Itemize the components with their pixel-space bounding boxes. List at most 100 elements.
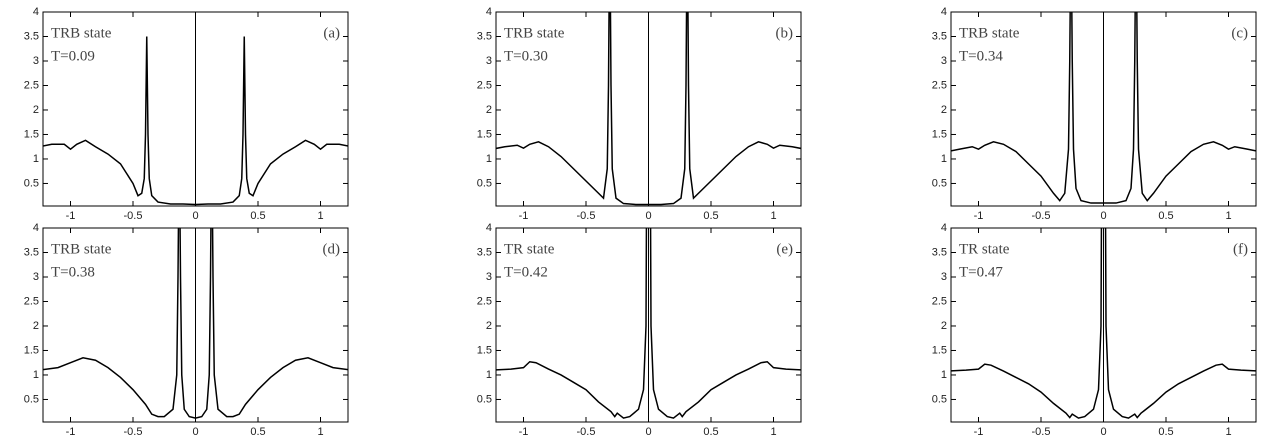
y-tick-label: 4 — [941, 6, 947, 18]
x-tick-label: 1 — [317, 426, 323, 438]
y-tick-label: 3 — [486, 55, 492, 67]
x-tick-label: 0.5 — [703, 426, 718, 438]
y-tick-label: 0.5 — [932, 393, 947, 405]
y-tick-label: 4 — [33, 222, 39, 234]
x-tick-label: 1 — [1225, 210, 1231, 222]
y-tick-label: 0.5 — [24, 177, 39, 189]
x-tick-label: 1 — [770, 426, 776, 438]
y-tick-label: 3 — [941, 271, 947, 283]
y-tick-label: 3.5 — [24, 30, 39, 42]
panel-label: (c) — [1231, 25, 1248, 41]
y-tick-label: 3 — [33, 271, 39, 283]
x-tick-label: 1 — [1225, 426, 1231, 438]
x-tick-label: -0.5 — [577, 210, 596, 222]
y-tick-label: 1.5 — [24, 128, 39, 140]
panel-label: (d) — [323, 241, 341, 257]
x-tick-label: -0.5 — [1032, 210, 1051, 222]
panel-label: (e) — [776, 241, 793, 257]
panel: 0.5 1 1.5 2 2.5 3 3.5 4 -1 -0.5 0 0.5 1 TRB state T=0.… — [24, 6, 349, 222]
y-tick-label: 1 — [941, 153, 947, 165]
y-tick-label: 1.5 — [932, 344, 947, 356]
x-tick-label: -0.5 — [124, 210, 143, 222]
y-tick-label: 1.5 — [477, 344, 492, 356]
annotation: TR state — [504, 241, 555, 257]
x-tick-label: -1 — [974, 426, 984, 438]
panel: 0.5 1 1.5 2 2.5 3 3.5 4 -1 -0.5 0 0.5 1 TR state T=0.4… — [932, 222, 1257, 438]
annotation: T=0.47 — [959, 264, 1003, 280]
x-tick-label: -1 — [974, 210, 984, 222]
y-tick-label: 3.5 — [932, 30, 947, 42]
y-tick-label: 2 — [486, 104, 492, 116]
y-tick-label: 2.5 — [24, 295, 39, 307]
y-tick-label: 0.5 — [477, 177, 492, 189]
y-tick-label: 2 — [33, 104, 39, 116]
annotation: TR state — [959, 241, 1010, 257]
data-line — [951, 12, 1256, 204]
data-line — [951, 228, 1256, 419]
panel-label: (b) — [776, 25, 794, 41]
y-tick-label: 2.5 — [24, 79, 39, 91]
panel: 0.5 1 1.5 2 2.5 3 3.5 4 -1 -0.5 0 0.5 1 TR state T=0.4… — [477, 222, 802, 438]
y-tick-label: 4 — [486, 6, 492, 18]
x-tick-label: 1 — [317, 210, 323, 222]
x-tick-label: 0.5 — [250, 210, 265, 222]
x-tick-label: 0.5 — [1158, 426, 1173, 438]
x-tick-label: 0 — [1100, 210, 1106, 222]
panel: 0.5 1 1.5 2 2.5 3 3.5 4 -1 -0.5 0 0.5 1 TRB state T=0.… — [477, 6, 802, 222]
x-tick-label: 0 — [645, 426, 651, 438]
x-tick-label: -1 — [66, 210, 76, 222]
panel-label: (a) — [323, 25, 340, 41]
x-tick-label: -1 — [66, 426, 76, 438]
y-tick-label: 2 — [486, 320, 492, 332]
annotation: T=0.38 — [51, 264, 95, 280]
y-tick-label: 2.5 — [477, 79, 492, 91]
x-tick-label: 0 — [192, 210, 198, 222]
x-tick-label: -1 — [519, 210, 529, 222]
x-tick-label: 0.5 — [250, 426, 265, 438]
annotation: T=0.09 — [51, 48, 95, 64]
y-tick-label: 1 — [486, 369, 492, 381]
y-tick-label: 2.5 — [932, 295, 947, 307]
y-tick-label: 1 — [941, 369, 947, 381]
annotation: T=0.34 — [959, 48, 1003, 64]
y-tick-label: 4 — [486, 222, 492, 234]
y-tick-label: 1.5 — [932, 128, 947, 140]
y-tick-label: 4 — [33, 6, 39, 18]
annotation: TRB state — [504, 25, 565, 41]
x-tick-label: -1 — [519, 426, 529, 438]
x-tick-label: -0.5 — [124, 426, 143, 438]
y-tick-label: 3.5 — [477, 246, 492, 258]
data-line — [43, 228, 348, 419]
panel: 0.5 1 1.5 2 2.5 3 3.5 4 -1 -0.5 0 0.5 1 TRB state T=0.… — [932, 6, 1257, 222]
y-tick-label: 1.5 — [477, 128, 492, 140]
y-tick-label: 1 — [486, 153, 492, 165]
data-line — [496, 12, 801, 206]
y-tick-label: 2.5 — [477, 295, 492, 307]
y-tick-label: 2 — [33, 320, 39, 332]
x-tick-label: -0.5 — [1032, 426, 1051, 438]
x-tick-label: 0 — [1100, 426, 1106, 438]
annotation: T=0.30 — [504, 48, 548, 64]
x-tick-label: 0 — [645, 210, 651, 222]
y-tick-label: 3 — [941, 55, 947, 67]
annotation: T=0.42 — [504, 264, 548, 280]
x-tick-label: 0.5 — [1158, 210, 1173, 222]
annotation: TRB state — [51, 25, 112, 41]
y-tick-label: 3.5 — [932, 246, 947, 258]
y-tick-label: 0.5 — [24, 393, 39, 405]
y-tick-label: 4 — [941, 222, 947, 234]
y-tick-label: 3.5 — [24, 246, 39, 258]
y-tick-label: 1 — [33, 369, 39, 381]
y-tick-label: 3 — [486, 271, 492, 283]
y-tick-label: 2 — [941, 320, 947, 332]
y-tick-label: 0.5 — [477, 393, 492, 405]
y-tick-label: 2 — [941, 104, 947, 116]
x-tick-label: 0.5 — [703, 210, 718, 222]
panel-label: (f) — [1233, 241, 1248, 257]
y-tick-label: 1 — [33, 153, 39, 165]
x-tick-label: -0.5 — [577, 426, 596, 438]
data-line — [496, 228, 801, 419]
annotation: TRB state — [959, 25, 1020, 41]
y-tick-label: 2.5 — [932, 79, 947, 91]
